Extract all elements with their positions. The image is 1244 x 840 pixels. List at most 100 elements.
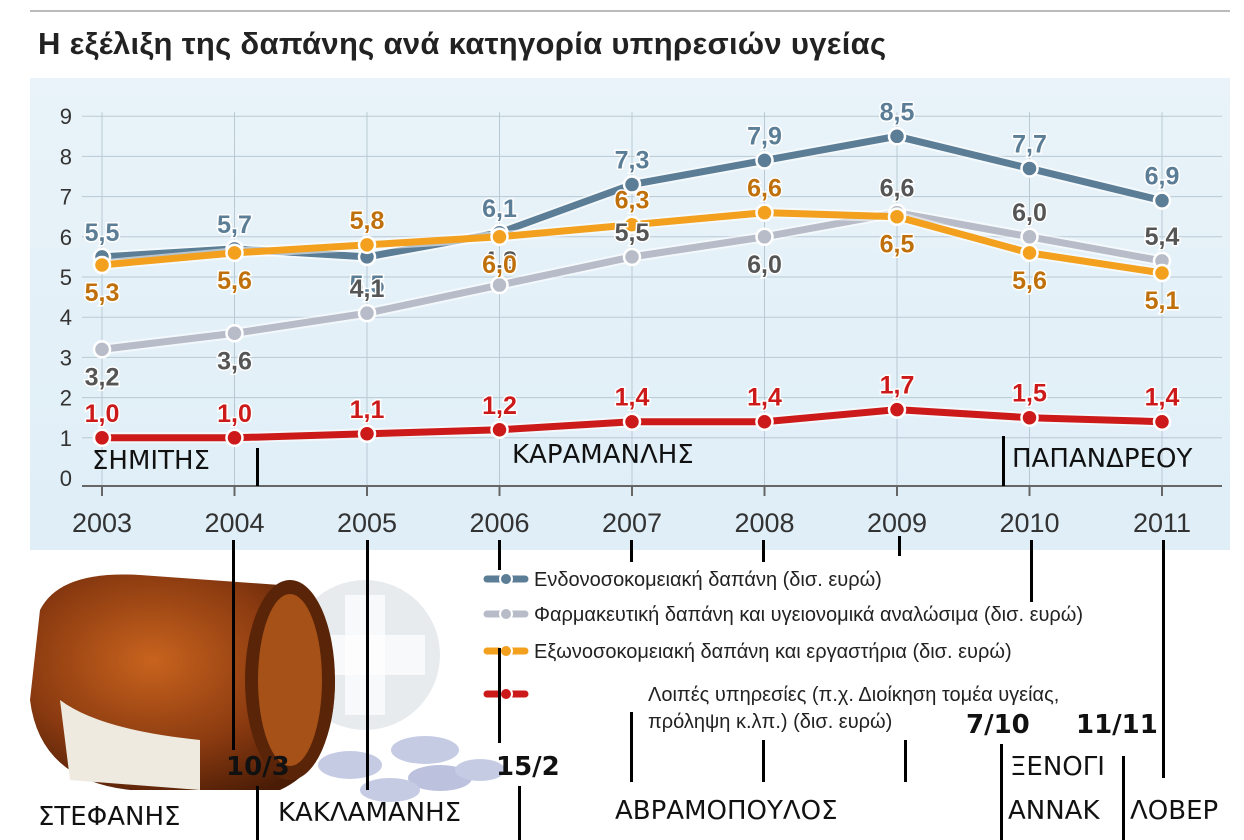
data-label: 5,5 [615, 219, 650, 247]
y-tick-label: 4 [60, 305, 72, 330]
legend-swatch-point [499, 607, 513, 621]
x-tick-label: 2007 [602, 508, 662, 538]
y-tick-label: 5 [60, 265, 72, 290]
annotation-annak: ΑΝΝΑΚ [1008, 796, 1100, 826]
marker-line [1002, 436, 1005, 486]
data-label: 5,8 [350, 207, 385, 235]
data-point [225, 428, 244, 448]
y-tick-label: 8 [60, 144, 72, 169]
data-label: 1,2 [482, 392, 517, 420]
y-tick-label: 6 [60, 225, 72, 250]
marker-line [366, 540, 369, 790]
legend-label: πρόληψη κ.λπ.) (δισ. ευρώ) [648, 711, 892, 733]
annotation-date-15-2: 15/2 [496, 752, 560, 782]
data-label: 5,1 [1145, 287, 1180, 315]
legend-swatch-point [499, 572, 513, 586]
data-label: 3,2 [85, 363, 120, 391]
data-point [755, 151, 774, 170]
data-label: 8,5 [880, 98, 915, 126]
data-label: 1,4 [1145, 384, 1180, 412]
y-tick-label: 7 [60, 185, 72, 210]
bottle-label [60, 700, 200, 790]
legend-swatch-point [499, 644, 513, 658]
data-point [887, 127, 907, 146]
marker-line [762, 540, 765, 562]
marker-line [1122, 756, 1125, 840]
data-label: 5,6 [217, 267, 252, 295]
data-point [1020, 159, 1039, 178]
x-tick-label: 2006 [469, 508, 529, 538]
data-label: 1,5 [1012, 380, 1047, 408]
data-label: 4,1 [350, 275, 385, 303]
data-label: 5,4 [1145, 223, 1180, 251]
data-point [755, 203, 774, 222]
data-label: 7,3 [615, 147, 650, 175]
marker-line [232, 540, 235, 750]
data-point [92, 255, 112, 275]
y-tick-label: 0 [60, 466, 72, 491]
marker-line [256, 448, 259, 486]
data-point [622, 215, 642, 234]
x-tick-label: 2010 [999, 508, 1059, 538]
bottle-inner [258, 594, 322, 766]
data-label: 6,1 [482, 195, 517, 223]
data-label: 1,4 [747, 384, 782, 412]
x-tick-label: 2005 [337, 508, 397, 538]
data-label: 5,6 [1012, 267, 1047, 295]
annotation-avramopoulos: ΑΒΡΑΜΟΠΟΥΛΟΣ [615, 796, 838, 826]
data-label: 3,6 [217, 347, 252, 375]
data-point [357, 235, 377, 255]
data-label: 6,6 [747, 175, 782, 203]
data-label: 5,7 [217, 211, 252, 239]
data-label: 7,9 [747, 122, 782, 150]
data-label: 1,7 [880, 372, 915, 400]
data-point [622, 412, 642, 431]
data-point [92, 428, 112, 448]
data-point [490, 420, 509, 440]
annotation-date-10-3: 10/3 [226, 752, 290, 782]
data-point [755, 227, 774, 247]
annotation-lover: ΛΟΒΕΡ [1130, 796, 1219, 826]
marker-line [498, 540, 501, 570]
data-label: 4,8 [482, 247, 517, 275]
data-label: 1,4 [615, 384, 650, 412]
data-point [490, 275, 509, 295]
annotation-date-11-11: 11/11 [1076, 710, 1158, 740]
chart-title: Η εξέλιξη της δαπάνης ανά κατηγορία υπηρ… [38, 26, 887, 61]
data-point [1020, 227, 1039, 247]
annotation-xenogi: ΞΕΝΟΓΙ [1010, 752, 1105, 782]
data-point [1020, 408, 1039, 427]
data-label: 5,3 [85, 279, 120, 307]
data-label: 1,0 [85, 400, 120, 428]
data-label: 7,7 [1012, 130, 1047, 158]
top-rule [30, 10, 1230, 12]
data-point [887, 207, 907, 226]
annotation-papandreou: ΠΑΠΑΝΔΡΕΟΥ [1012, 444, 1193, 474]
marker-line [1000, 744, 1003, 840]
data-point [1020, 243, 1039, 263]
data-label: 6,6 [880, 175, 915, 203]
data-point [622, 175, 642, 194]
y-tick-label: 1 [60, 426, 72, 451]
data-point [1152, 263, 1172, 283]
annotation-kaklamanis: ΚΑΚΛΑΜΑΝΗΣ [278, 798, 462, 828]
annotation-simitis: ΣΗΜΙΤΗΣ [92, 446, 210, 476]
marker-line [498, 648, 501, 743]
data-label: 5,5 [85, 219, 120, 247]
legend-label: Ενδονοσοκομειακή δαπάνη (δισ. ευρώ) [534, 569, 882, 591]
data-label: 6,3 [615, 187, 650, 215]
data-point [622, 247, 642, 267]
data-label: 5,5 [350, 271, 385, 299]
x-tick-label: 2009 [867, 508, 927, 538]
data-point [92, 340, 112, 359]
x-tick-label: 2004 [204, 508, 264, 538]
marker-line [762, 740, 765, 782]
y-tick-label: 9 [60, 104, 72, 129]
data-point [1152, 191, 1172, 210]
annotation-karamanlis: ΚΑΡΑΜΑΝΛΗΣ [512, 440, 694, 470]
tablet [360, 778, 420, 802]
annotation-stefanis: ΣΤΕΦΑΝΗΣ [38, 802, 181, 832]
data-label: 1,1 [350, 396, 385, 424]
